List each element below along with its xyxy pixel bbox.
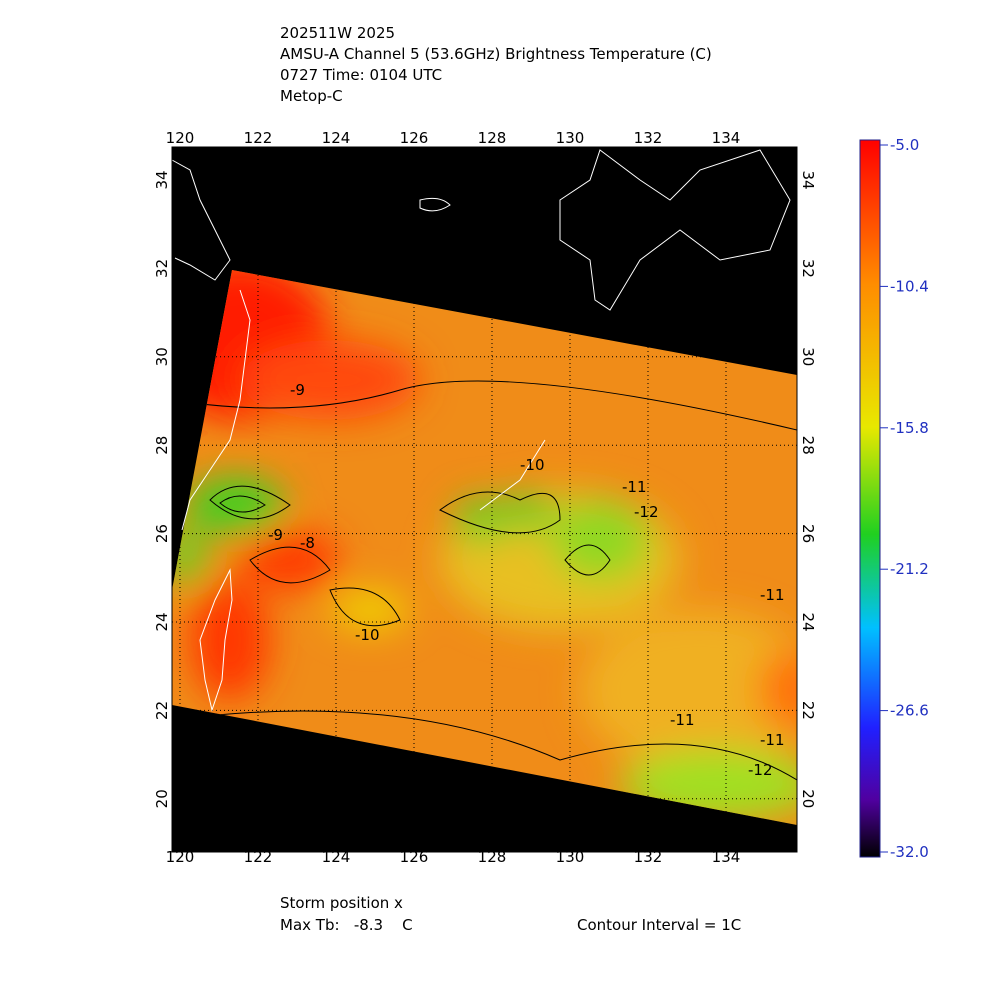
map-frame: [171, 146, 798, 853]
contour-label: -11: [760, 586, 785, 604]
max-tb: Max Tb: -8.3 C: [280, 916, 413, 934]
lon-tick-label: 132: [634, 848, 663, 866]
storm-position: Storm position x: [280, 894, 403, 912]
contour-label: -11: [670, 711, 695, 729]
lon-tick-label: 124: [322, 848, 351, 866]
title-line: 0727 Time: 0104 UTC: [280, 66, 442, 84]
lat-tick-label: 26: [153, 524, 171, 543]
contour-label: -11: [622, 478, 647, 496]
lat-tick-label: 34: [799, 170, 817, 189]
lon-tick-label: 132: [634, 129, 663, 147]
contour-label: -9: [268, 526, 283, 544]
lat-tick-label: 22: [153, 701, 171, 720]
lon-tick-label: 124: [322, 129, 351, 147]
title-line: AMSU-A Channel 5 (53.6GHz) Brightness Te…: [280, 45, 712, 63]
contour-labels: -9 -9 -8 -10 -10 -11 -12 -11 -11 -11 -12: [268, 381, 785, 779]
lon-tick-label: 134: [712, 848, 741, 866]
lon-tick-label: 126: [400, 848, 429, 866]
lon-tick-label: 122: [244, 129, 273, 147]
lat-tick-label: 20: [799, 789, 817, 808]
title-line: 202511W 2025: [280, 24, 395, 42]
lat-tick-label: 32: [153, 259, 171, 278]
grid: [172, 147, 797, 852]
coastline: [171, 149, 791, 712]
lon-tick-label: 122: [244, 848, 273, 866]
lat-tick-label: 24: [153, 612, 171, 631]
lat-tick-label: 24: [799, 612, 817, 631]
lat-tick-label: 28: [153, 436, 171, 455]
lon-tick-label: 126: [400, 129, 429, 147]
lat-tick-label: 22: [799, 701, 817, 720]
lat-tick-label: 30: [153, 347, 171, 366]
contour-label: -10: [520, 456, 545, 474]
lon-tick-label: 134: [712, 129, 741, 147]
lon-tick-label: 120: [166, 129, 195, 147]
lat-tick-label: 28: [799, 436, 817, 455]
contour-label: -8: [300, 534, 315, 552]
lon-tick-label: 128: [478, 129, 507, 147]
lat-tick-label: 26: [799, 524, 817, 543]
title-line: Metop-C: [280, 87, 343, 105]
lat-tick-label: 20: [153, 789, 171, 808]
contour-label: -9: [290, 381, 305, 399]
colorbar-tick-label: -5.0: [890, 136, 919, 154]
contour-label: -12: [634, 503, 659, 521]
lon-tick-label: 130: [556, 129, 585, 147]
contour-label: -10: [355, 626, 380, 644]
lon-tick-label: 128: [478, 848, 507, 866]
colorbar-tick-label: -15.8: [890, 419, 929, 437]
colorbar: [859, 139, 881, 858]
contour-interval: Contour Interval = 1C: [577, 916, 741, 934]
colorbar-tick-label: -10.4: [890, 277, 929, 295]
lat-tick-label: 34: [153, 170, 171, 189]
contour-label: -12: [748, 761, 773, 779]
lon-tick-label: 120: [166, 848, 195, 866]
contour-label: -11: [760, 731, 785, 749]
colorbar-tick-label: -32.0: [890, 843, 929, 861]
colorbar-tick-label: -26.6: [890, 702, 929, 720]
lat-tick-label: 32: [799, 259, 817, 278]
lat-tick-label: 30: [799, 347, 817, 366]
lon-tick-label: 130: [556, 848, 585, 866]
swath: [172, 270, 797, 825]
colorbar-tick-label: -21.2: [890, 560, 929, 578]
